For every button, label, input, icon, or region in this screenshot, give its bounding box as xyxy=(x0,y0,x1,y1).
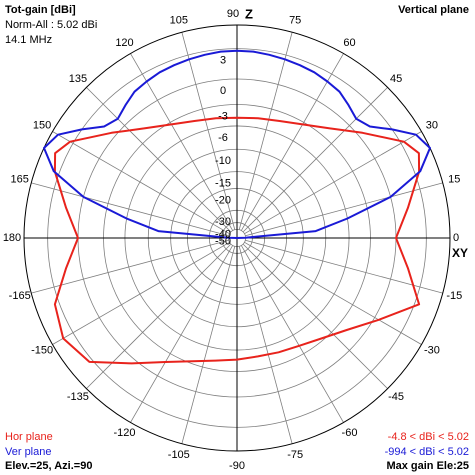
angle-tick-label: 45 xyxy=(390,73,402,85)
ring-db-label: -10 xyxy=(215,155,231,167)
grid xyxy=(23,24,451,452)
angle-tick-label: -105 xyxy=(168,449,190,461)
xy-axis-label: XY xyxy=(452,246,468,260)
radial-line xyxy=(242,87,388,233)
max-gain: Max gain Ele:25 xyxy=(386,460,469,472)
series xyxy=(43,49,431,365)
angle-tick-label: -30 xyxy=(424,344,440,356)
ring-db-label: 3 xyxy=(220,55,226,67)
angle-tick-label: -165 xyxy=(9,290,31,302)
radial-line xyxy=(238,246,293,444)
chart-title: Tot-gain [dBi] xyxy=(5,4,76,16)
angle-tick-label: -75 xyxy=(287,449,303,461)
radial-line xyxy=(181,32,236,230)
elev-azi-readout: Elev.=25, Azi.=90 xyxy=(5,460,93,472)
angle-tick-label: 165 xyxy=(11,174,29,186)
radial-line xyxy=(130,53,234,231)
ring-db-label: -30 xyxy=(215,216,231,228)
radial-line xyxy=(181,246,236,444)
angle-tick-label: 120 xyxy=(115,37,133,49)
ring-db-label: -6 xyxy=(218,132,228,144)
angle-tick-label: -45 xyxy=(388,391,404,403)
tick-labels: 0153045607590105120135150165180-165-150-… xyxy=(3,6,468,471)
norm-value: Norm-All : 5.02 dBi xyxy=(5,19,98,31)
radial-line xyxy=(242,243,388,389)
angle-tick-label: 60 xyxy=(343,37,355,49)
z-axis-label: Z xyxy=(245,6,253,21)
angle-tick-label: 90 xyxy=(227,8,239,20)
radial-line xyxy=(52,131,230,235)
radial-line xyxy=(244,131,422,235)
radial-line xyxy=(130,245,234,423)
plane-title: Vertical plane xyxy=(398,4,469,16)
angle-tick-label: 180 xyxy=(3,232,21,244)
angle-tick-label: -60 xyxy=(342,427,358,439)
ring-db-label: -3 xyxy=(218,110,228,122)
frequency: 14.1 MHz xyxy=(5,34,53,46)
ver-range: -994 < dBi < 5.02 xyxy=(384,446,469,458)
legend-hor-plane: Hor plane xyxy=(5,431,53,443)
angle-tick-label: 135 xyxy=(69,73,87,85)
angle-tick-label: 75 xyxy=(289,15,301,27)
radial-line xyxy=(238,32,293,230)
angle-tick-label: -150 xyxy=(31,344,53,356)
radial-line xyxy=(240,245,344,423)
ver-plane-trace xyxy=(43,49,431,239)
hor-range: -4.8 < dBi < 5.02 xyxy=(387,431,469,443)
ring-db-label: -20 xyxy=(215,194,231,206)
ring-db-label: 0 xyxy=(220,85,226,97)
radial-line xyxy=(31,182,229,237)
angle-tick-label: 30 xyxy=(426,119,438,131)
radial-line xyxy=(240,53,344,231)
angle-tick-label: 0 xyxy=(453,232,459,244)
angle-tick-label: -15 xyxy=(446,290,462,302)
ring-db-label: -40 xyxy=(215,228,231,240)
radial-line xyxy=(244,241,422,345)
radial-line xyxy=(52,241,230,345)
angle-tick-label: -120 xyxy=(113,427,135,439)
radial-line xyxy=(86,243,232,389)
radial-line xyxy=(86,87,232,233)
angle-tick-label: 15 xyxy=(448,174,460,186)
radial-line xyxy=(31,239,229,294)
radial-line xyxy=(245,239,443,294)
ring-db-label: -50 xyxy=(215,235,231,247)
legend-ver-plane: Ver plane xyxy=(5,446,52,458)
angle-tick-label: 105 xyxy=(170,15,188,27)
angle-tick-label: -90 xyxy=(229,460,245,472)
hor-plane-trace xyxy=(53,116,421,365)
angle-tick-label: -135 xyxy=(67,391,89,403)
ring-db-label: -15 xyxy=(215,178,231,190)
angle-tick-label: 150 xyxy=(33,119,51,131)
radial-line xyxy=(245,182,443,237)
